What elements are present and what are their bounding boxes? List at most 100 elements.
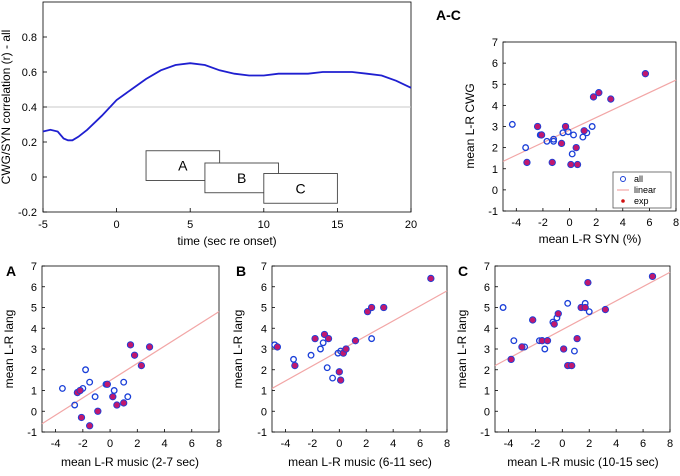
ytick-label: 3 <box>492 122 498 134</box>
data-point-exp <box>335 368 343 376</box>
data-point-all <box>588 123 596 130</box>
panel-letter: C <box>458 263 468 279</box>
data-point-exp <box>113 401 121 409</box>
data-point-exp <box>550 320 558 328</box>
xtick-label: -4 <box>511 217 521 229</box>
xtick-label: 6 <box>189 438 195 450</box>
timecourse-xtick-label: 10 <box>258 219 270 231</box>
panel-letter: A-C <box>436 7 461 23</box>
ytick-label: 3 <box>261 344 267 356</box>
ytick-label: 5 <box>492 79 498 91</box>
y-axis-label: mean L-R CWG <box>463 83 477 168</box>
data-point-exp <box>529 316 537 324</box>
ytick-label: 0 <box>261 406 267 418</box>
ytick-label: 0 <box>492 185 498 197</box>
linear-fit-line <box>271 290 448 389</box>
data-point-exp <box>76 386 84 395</box>
data-point-exp <box>337 376 345 384</box>
data-point-all <box>550 137 558 145</box>
linear-fit-line <box>494 271 671 367</box>
ytick-label: 1 <box>492 164 498 176</box>
data-point-exp <box>607 95 615 103</box>
ytick-label: 2 <box>31 365 37 377</box>
xtick-label: 8 <box>667 438 673 450</box>
xtick-label: 0 <box>107 438 113 450</box>
data-point-exp <box>291 361 299 370</box>
data-point-exp <box>568 361 576 370</box>
ytick-label: 5 <box>261 303 267 315</box>
timecourse-xtick-label: 5 <box>187 219 193 231</box>
data-point-all <box>71 401 79 409</box>
ytick-label: 3 <box>484 344 490 356</box>
data-point-all <box>307 351 315 359</box>
data-point-exp <box>589 93 598 101</box>
xtick-label: -2 <box>78 438 88 450</box>
ytick-label: 6 <box>31 282 37 294</box>
xtick-label: 2 <box>134 438 140 450</box>
xtick-label: 6 <box>417 438 423 450</box>
legend-marker-exp <box>621 199 625 203</box>
data-point-exp <box>567 160 575 169</box>
legend-entry-label: all <box>634 174 643 184</box>
y-axis-label: mean L-R lang <box>455 310 469 389</box>
ytick-label: 5 <box>484 303 490 315</box>
analysis-window-label: B <box>237 170 246 186</box>
timecourse-ytick-label: 0.4 <box>22 102 37 114</box>
data-point-all <box>579 133 587 141</box>
xtick-label: 4 <box>620 217 626 229</box>
xtick-label: -4 <box>504 438 514 450</box>
xtick-label: 6 <box>640 438 646 450</box>
data-point-exp <box>311 334 319 343</box>
ytick-label: 1 <box>261 386 267 398</box>
data-point-all <box>585 308 593 316</box>
data-point-all <box>290 355 297 363</box>
data-point-all <box>570 347 578 355</box>
data-point-exp <box>557 139 566 148</box>
ytick-label: 6 <box>492 58 498 70</box>
data-point-exp <box>584 278 592 287</box>
data-point-exp <box>273 343 282 351</box>
ytick-label: 4 <box>492 100 498 112</box>
ytick-label: 6 <box>484 282 490 294</box>
data-point-exp <box>537 131 546 139</box>
x-axis-label: mean L-R music (2-7 sec) <box>61 455 199 469</box>
xtick-label: 8 <box>673 217 679 229</box>
legend-entry-label: linear <box>634 185 656 195</box>
data-point-exp <box>342 345 350 353</box>
y-axis-label: mean L-R lang <box>2 310 16 389</box>
data-point-all <box>124 393 132 401</box>
analysis-window-label: C <box>296 180 306 196</box>
ytick-label: -1 <box>488 206 498 218</box>
data-point-exp <box>548 158 556 167</box>
xtick-label: 0 <box>559 438 565 450</box>
data-point-all <box>120 378 128 386</box>
x-axis-label: mean L-R music (6-11 sec) <box>288 455 432 469</box>
data-point-exp <box>367 303 376 312</box>
analysis-window-label: A <box>178 158 188 174</box>
data-point-exp <box>507 355 515 364</box>
data-point-exp <box>648 272 657 281</box>
timecourse-xlabel: time (sec re onset) <box>177 234 276 248</box>
data-point-all <box>317 345 324 353</box>
scatter-panel-ac: -4 -2 0 2 4 6 8 -1 0 1 2 3 4 5 6 7 mean L-R SYN (%) mean … <box>436 7 679 246</box>
y-axis-label: mean L-R lang <box>231 310 245 389</box>
data-point-all <box>510 337 518 345</box>
data-point-exp <box>120 399 128 407</box>
data-point-all <box>570 131 577 139</box>
xtick-label: 4 <box>161 438 167 450</box>
analysis-window-box <box>263 173 338 204</box>
data-point-exp <box>573 334 581 343</box>
timecourse-ytick-label: 0.6 <box>22 67 37 79</box>
data-point-exp <box>137 361 146 370</box>
data-point-exp <box>427 274 435 283</box>
ytick-label: 2 <box>261 365 267 377</box>
data-point-all <box>110 387 118 394</box>
data-point-all <box>543 137 551 145</box>
linear-fit-line <box>41 311 220 425</box>
xtick-label: 2 <box>593 217 599 229</box>
x-axis-label: mean L-R SYN (%) <box>539 232 642 246</box>
ytick-label: -1 <box>27 427 37 439</box>
timecourse-ytick-label: 0.8 <box>22 32 37 44</box>
xtick-label: 4 <box>613 438 619 450</box>
